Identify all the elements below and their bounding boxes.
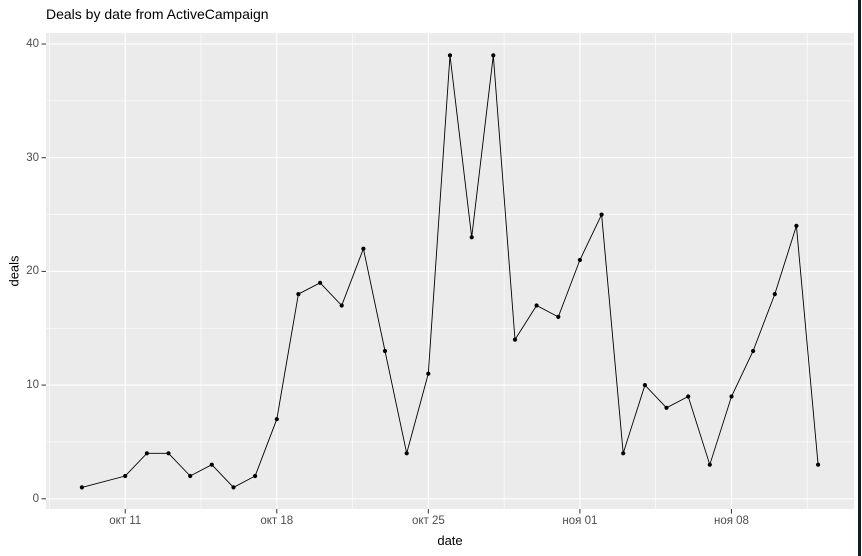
data-point	[361, 246, 366, 251]
data-point	[534, 303, 539, 308]
data-point	[751, 348, 756, 354]
chart-title: Deals by date from ActiveCampaign	[46, 6, 269, 22]
y-axis-tick-label: 20	[26, 265, 39, 278]
x-axis-tick-label: окт 18	[260, 515, 294, 527]
data-point	[772, 292, 777, 297]
data-point	[556, 314, 561, 319]
data-point	[664, 405, 669, 410]
data-point	[209, 462, 214, 467]
data-point	[318, 280, 323, 285]
data-point	[144, 451, 149, 456]
data-point	[729, 394, 734, 399]
data-point	[426, 371, 431, 376]
data-point	[577, 257, 583, 263]
data-point	[707, 462, 712, 467]
data-point	[447, 53, 453, 58]
data-point	[382, 348, 388, 354]
x-axis-title: date	[437, 533, 463, 548]
data-point	[469, 235, 474, 240]
data-point	[166, 451, 171, 456]
x-axis-tick-label: ноя 01	[562, 515, 598, 527]
data-point	[253, 473, 258, 479]
deals-line	[81, 55, 819, 488]
window-right-border	[858, 0, 861, 556]
y-axis-tick-label: 30	[26, 151, 39, 164]
data-point	[123, 473, 128, 479]
y-axis-title: deals	[6, 255, 22, 287]
data-point	[599, 212, 604, 217]
data-point	[404, 451, 409, 456]
data-point	[686, 394, 691, 399]
data-point	[642, 383, 648, 388]
data-point	[274, 417, 279, 422]
data-point	[79, 485, 84, 490]
y-axis-tick-label: 0	[32, 492, 39, 505]
data-point	[512, 337, 518, 342]
data-point	[491, 53, 496, 58]
y-axis-tick-label: 10	[26, 379, 39, 392]
data-point	[231, 485, 236, 490]
data-point	[816, 462, 821, 467]
x-axis-tick-label: окт 11	[109, 515, 142, 527]
data-point	[339, 303, 344, 308]
data-point	[621, 451, 626, 456]
y-axis-tick-label: 40	[26, 38, 39, 51]
x-axis-tick-label: окт 25	[411, 515, 445, 527]
x-axis-tick-label: ноя 08	[713, 515, 749, 527]
data-point	[794, 223, 799, 228]
data-point	[188, 473, 193, 479]
data-point	[296, 292, 301, 297]
